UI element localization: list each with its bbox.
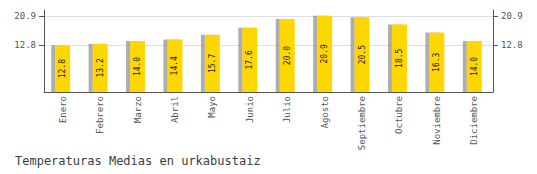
svg-text:Abril: Abril — [170, 96, 180, 123]
svg-text:20.9: 20.9 — [320, 44, 329, 63]
svg-text:20.0: 20.0 — [283, 46, 292, 65]
svg-text:Diciembre: Diciembre — [469, 96, 479, 145]
svg-text:12.8: 12.8 — [501, 40, 523, 50]
svg-text:12.8: 12.8 — [58, 59, 67, 78]
svg-text:15.7: 15.7 — [208, 54, 217, 73]
svg-text:13.2: 13.2 — [96, 58, 105, 77]
svg-text:14.4: 14.4 — [170, 56, 179, 75]
svg-text:20.9: 20.9 — [14, 11, 36, 21]
svg-text:Septiembre: Septiembre — [357, 96, 367, 150]
svg-text:Mayo: Mayo — [207, 96, 217, 118]
svg-text:18.5: 18.5 — [395, 48, 404, 67]
svg-text:Enero: Enero — [58, 96, 68, 123]
svg-text:Agosto: Agosto — [320, 96, 330, 129]
svg-text:16.3: 16.3 — [432, 52, 441, 71]
svg-text:14.0: 14.0 — [133, 57, 142, 76]
svg-text:Temperaturas Medias en urkabus: Temperaturas Medias en urkabustaiz — [15, 154, 261, 168]
svg-text:Febrero: Febrero — [95, 96, 105, 134]
svg-text:Marzo: Marzo — [133, 96, 143, 123]
svg-text:Julio: Julio — [282, 96, 292, 123]
svg-text:17.6: 17.6 — [245, 50, 254, 69]
svg-text:20.9: 20.9 — [501, 11, 523, 21]
svg-text:Junio: Junio — [245, 96, 255, 123]
svg-text:Octubre: Octubre — [394, 96, 404, 134]
svg-text:12.8: 12.8 — [14, 40, 36, 50]
svg-text:14.0: 14.0 — [470, 57, 479, 76]
svg-text:Noviembre: Noviembre — [432, 96, 442, 145]
svg-text:20.5: 20.5 — [358, 45, 367, 64]
